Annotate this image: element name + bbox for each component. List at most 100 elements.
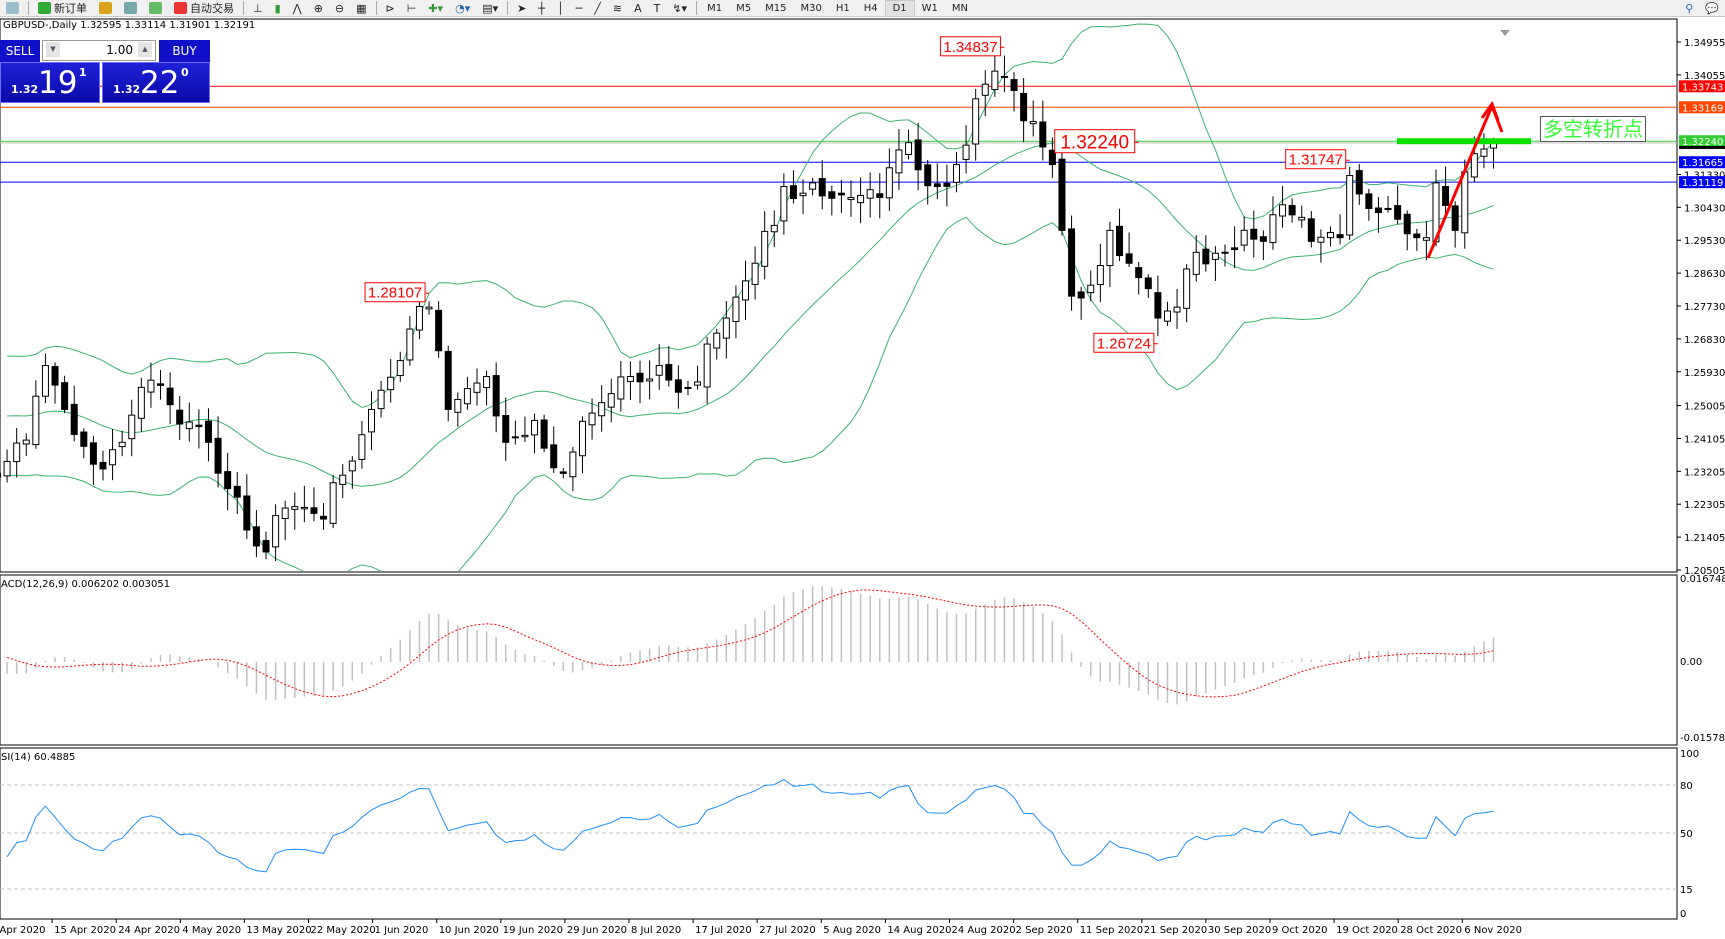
timeframe-h1[interactable]: H1: [835, 2, 850, 14]
zoom-out-icon[interactable]: ⊖: [334, 1, 345, 15]
candle-body: [952, 164, 960, 183]
candle-body: [339, 474, 347, 485]
candlestick-icon[interactable]: ▮: [274, 1, 281, 15]
crosshair-icon[interactable]: ┼: [538, 1, 545, 15]
candle: [540, 414, 548, 453]
candle-body: [224, 471, 232, 490]
candle-body: [1135, 267, 1143, 279]
price-label-box: [1054, 129, 1136, 154]
search-icon[interactable]: ⚲: [1685, 1, 1694, 15]
timeframe-m30[interactable]: M30: [800, 2, 822, 14]
vertical-line-icon[interactable]: │: [556, 1, 564, 15]
candle-body: [1461, 171, 1469, 234]
arrows-icon[interactable]: ↯▾: [672, 1, 688, 15]
auto-trading-button[interactable]: 自动交易: [168, 0, 240, 17]
candle-body: [895, 149, 903, 174]
date-label: 8 Jul 2020: [631, 925, 681, 936]
candle-body: [32, 395, 40, 446]
candle: [214, 416, 222, 488]
turning-point-annotation[interactable]: 多空转折点: [1540, 116, 1646, 142]
date-label: 27 Jul 2020: [759, 925, 816, 936]
candle-body: [924, 164, 932, 187]
chat-icon[interactable]: 💬: [1705, 1, 1719, 15]
price-tick-label: 1.24105: [1684, 434, 1725, 445]
buy-button[interactable]: BUY: [159, 40, 210, 62]
candle-body: [1039, 121, 1047, 148]
candle-body: [905, 142, 913, 156]
lot-decrease-icon[interactable]: ▼: [46, 42, 60, 57]
candle-body: [761, 230, 769, 267]
sell-price-button[interactable]: 1.32 19 1: [0, 62, 100, 103]
text-label-icon[interactable]: T: [653, 1, 661, 15]
autoscroll-icon[interactable]: ⊢: [406, 1, 417, 15]
line-chart-icon[interactable]: ⋀: [292, 1, 302, 15]
candle-body: [1307, 218, 1315, 242]
timeframe-m1[interactable]: M1: [707, 2, 723, 14]
candle: [281, 500, 289, 541]
timeframe-mn[interactable]: MN: [951, 2, 969, 14]
trendline-icon[interactable]: ╱: [594, 1, 601, 15]
macd-panel-frame: [0, 574, 1678, 746]
timeframe-m5[interactable]: M5: [736, 2, 752, 14]
candle-body: [1211, 252, 1219, 260]
candle: [598, 385, 606, 432]
candle: [617, 360, 625, 412]
new-order-button[interactable]: 新订单: [32, 0, 93, 17]
candle: [1125, 232, 1133, 267]
candle: [473, 368, 481, 406]
lot-increase-icon[interactable]: ▲: [138, 42, 152, 57]
buy-price-button[interactable]: 1.32 22 0: [102, 62, 210, 103]
candle-body: [789, 185, 797, 200]
zoom-icon[interactable]: [0, 0, 25, 17]
candle-body: [885, 167, 893, 199]
candle: [204, 408, 212, 462]
buy-price-pips: 22: [140, 65, 180, 101]
text-icon[interactable]: A: [634, 1, 642, 15]
price-label: 1.31747: [1289, 152, 1343, 169]
rsi-tick-label: 50: [1680, 829, 1693, 840]
candle: [1202, 235, 1210, 272]
candle: [425, 301, 433, 315]
candle: [981, 70, 989, 117]
navigator-icon[interactable]: [93, 0, 118, 17]
candle: [41, 353, 49, 404]
candle-body: [713, 332, 721, 349]
signals-icon[interactable]: [143, 0, 168, 17]
candle: [1020, 78, 1028, 143]
candle: [550, 426, 558, 474]
timeframe-m15[interactable]: M15: [765, 2, 787, 14]
candle: [914, 122, 922, 191]
candle: [339, 464, 347, 499]
candle: [847, 180, 855, 217]
timeframe-h4[interactable]: H4: [863, 2, 878, 14]
fibonacci-icon[interactable]: ≋: [612, 1, 623, 15]
tile-windows-icon[interactable]: ▦: [356, 1, 367, 15]
cursor-icon[interactable]: ➤: [517, 1, 527, 15]
templates-icon[interactable]: ▤▾: [482, 1, 499, 15]
candle-body: [1000, 75, 1008, 78]
zoom-in-icon[interactable]: ⊕: [313, 1, 323, 15]
candle: [1231, 226, 1239, 269]
bollinger-lower-band: [7, 216, 1494, 571]
candle-body: [1240, 229, 1248, 246]
terminal-icon[interactable]: [118, 0, 143, 17]
periods-icon[interactable]: ◔▾: [455, 1, 471, 15]
chart-shift-icon[interactable]: ⊳: [385, 1, 395, 15]
bar-chart-icon[interactable]: ⊥: [253, 1, 263, 15]
sell-button[interactable]: SELL: [0, 40, 40, 62]
candle-body: [742, 280, 750, 301]
candle: [61, 375, 69, 414]
candle: [828, 185, 836, 216]
timeframe-d1[interactable]: D1: [884, 0, 915, 17]
current-price-tag: [1679, 145, 1725, 149]
candle-body: [703, 343, 711, 388]
candle-body: [818, 178, 826, 197]
indicators-icon[interactable]: ✚▾: [428, 1, 444, 15]
candle-body: [1173, 306, 1181, 313]
horizontal-line-icon[interactable]: ─: [575, 1, 583, 15]
lot-size-input[interactable]: 1.00: [42, 40, 156, 61]
timeframe-bar: M1 M5 M15 M30 H1 H4 D1 W1 MN: [700, 0, 975, 17]
candle-body: [914, 139, 922, 171]
timeframe-w1[interactable]: W1: [921, 2, 938, 14]
